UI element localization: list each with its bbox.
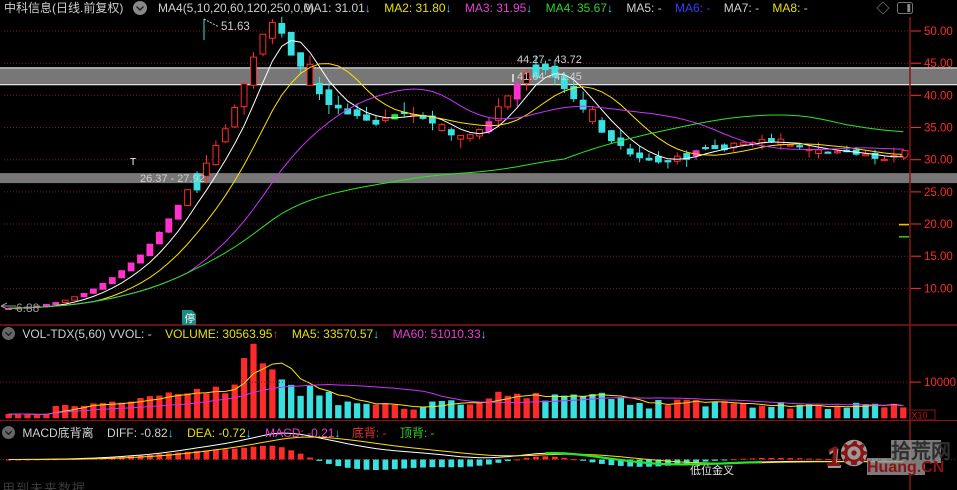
svg-text:25.00: 25.00 [924,187,953,199]
svg-text:20.00: 20.00 [924,219,953,231]
svg-text:41.64 - 41.45: 41.64 - 41.45 [517,71,582,83]
svg-text:40.00: 40.00 [924,90,953,102]
svg-text:45.00: 45.00 [924,58,953,70]
svg-text:44.27 - 43.72: 44.27 - 43.72 [517,54,582,66]
svg-text:51.63: 51.63 [221,21,250,33]
svg-text:50.00: 50.00 [924,26,953,38]
svg-text:30.00: 30.00 [924,155,953,167]
svg-text:停: 停 [185,312,196,325]
svg-text:T: T [130,157,136,168]
svg-text:10.00: 10.00 [924,283,953,295]
svg-text:10000: 10000 [924,377,956,389]
svg-text:35.00: 35.00 [924,123,953,135]
svg-text:26.37 - 27.92: 26.37 - 27.92 [140,173,205,185]
svg-text:Huang.CN: Huang.CN [867,459,944,476]
svg-text:X10: X10 [912,411,928,421]
svg-text:15.00: 15.00 [924,251,953,263]
svg-text:6.88: 6.88 [16,301,40,315]
svg-text:1: 1 [825,441,844,472]
